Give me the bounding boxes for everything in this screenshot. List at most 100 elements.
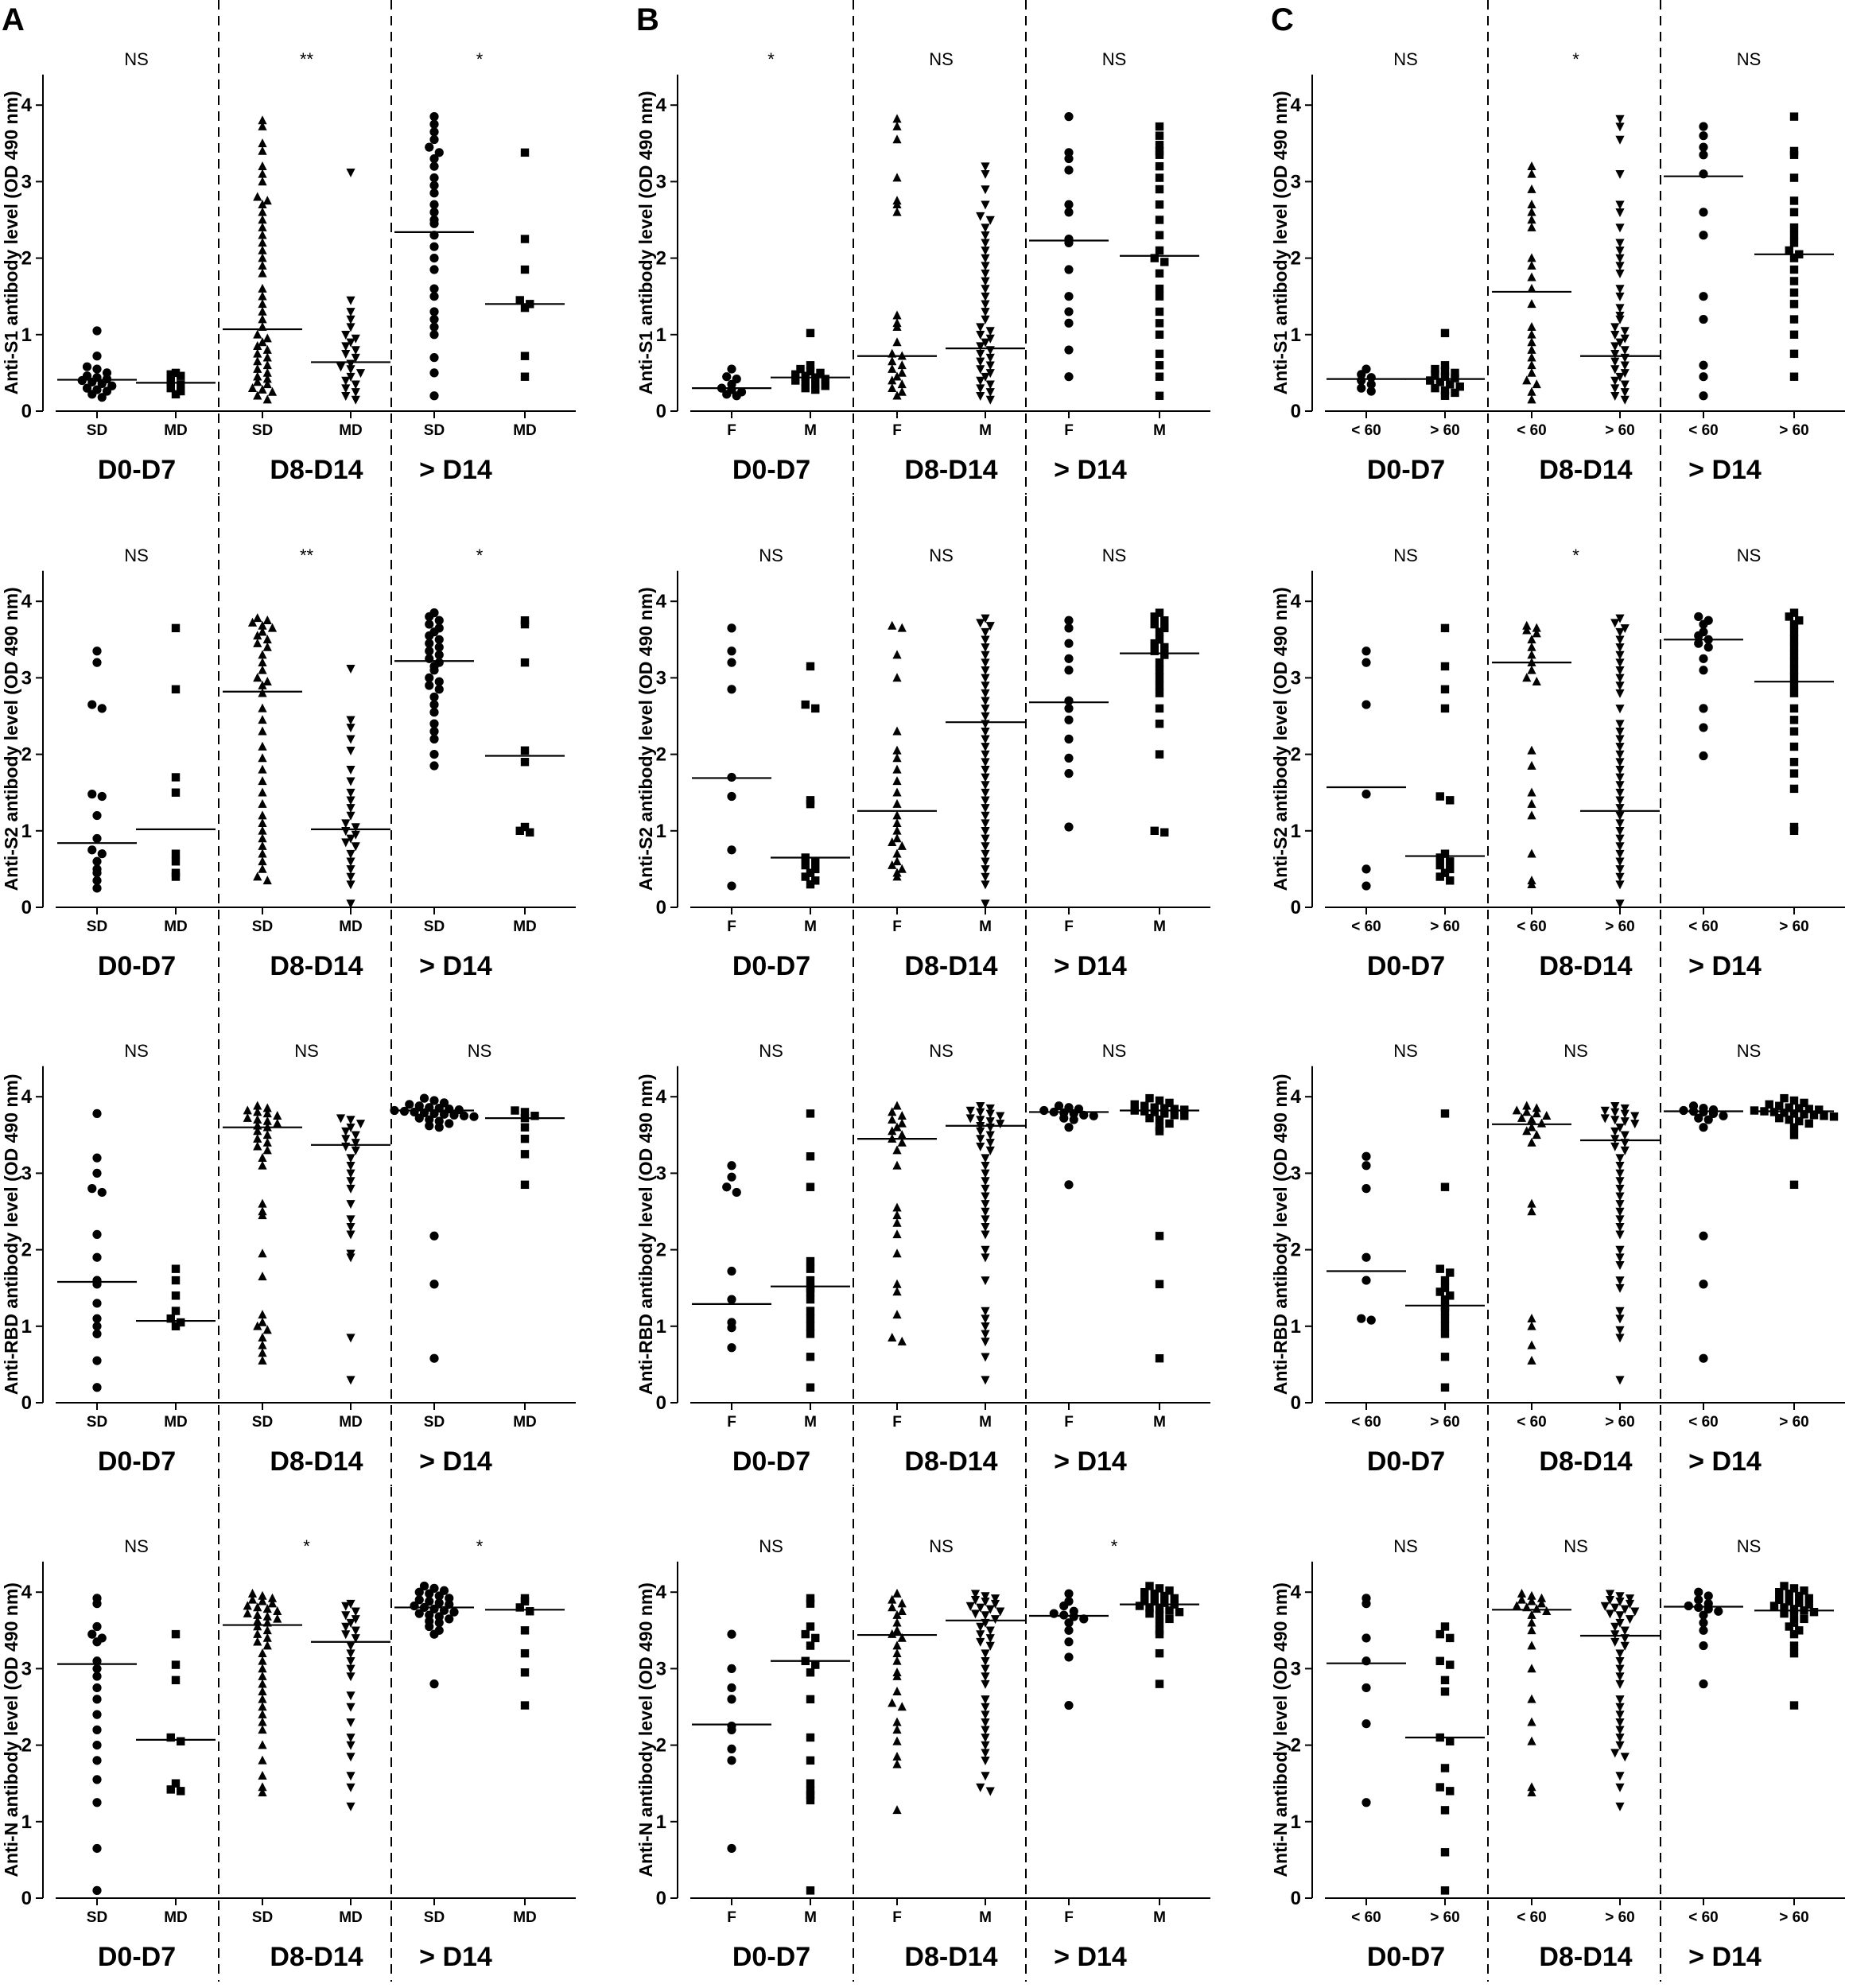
group-label: D8-D14	[904, 455, 997, 485]
data-point	[253, 1621, 262, 1631]
data-point	[262, 1611, 272, 1621]
data-point	[1527, 1617, 1536, 1627]
group-label: D8-D14	[1539, 1942, 1632, 1972]
data-point	[258, 1740, 267, 1749]
data-point	[1527, 352, 1536, 362]
data-point	[258, 864, 267, 873]
data-point	[1160, 828, 1169, 837]
data-point	[92, 385, 102, 394]
y-tick-label: 3	[1291, 171, 1301, 192]
y-tick-label: 2	[1291, 744, 1301, 766]
data-point	[1615, 1192, 1625, 1202]
data-point	[405, 1100, 414, 1109]
data-point	[897, 379, 907, 389]
data-point	[171, 868, 181, 877]
category-label: F	[1064, 918, 1074, 935]
data-point	[171, 857, 181, 866]
data-point	[892, 764, 902, 774]
data-point	[981, 1276, 990, 1286]
data-point	[727, 1629, 736, 1639]
data-point	[346, 665, 355, 674]
significance-label: NS	[1393, 1536, 1418, 1556]
data-point	[92, 1322, 102, 1331]
group-label: D0-D7	[98, 951, 176, 981]
data-point	[351, 380, 360, 390]
data-point	[981, 1314, 990, 1324]
data-point	[806, 1276, 815, 1285]
data-point	[892, 310, 902, 320]
data-point	[1362, 1633, 1371, 1643]
category-label: < 60	[1688, 422, 1719, 439]
category-label: SD	[87, 1909, 107, 1926]
data-point	[1615, 239, 1625, 248]
data-point	[341, 1135, 351, 1144]
data-point	[258, 848, 267, 858]
data-point	[351, 1626, 360, 1636]
data-point	[262, 642, 272, 651]
data-point	[985, 395, 995, 405]
data-point	[1699, 723, 1708, 732]
data-point	[892, 817, 902, 827]
data-point	[1366, 386, 1376, 396]
data-point	[1789, 784, 1799, 794]
data-point	[806, 361, 815, 370]
data-point	[1440, 391, 1450, 400]
data-point	[981, 1245, 990, 1255]
data-point	[258, 146, 267, 155]
data-point	[258, 1717, 267, 1726]
data-point	[253, 1101, 262, 1110]
y-tick-label: 3	[656, 171, 666, 192]
data-point	[429, 1279, 439, 1289]
data-point	[346, 308, 355, 317]
data-point	[1522, 1107, 1532, 1116]
significance-label: NS	[759, 1536, 783, 1556]
data-point	[981, 614, 990, 623]
data-point	[166, 1314, 175, 1323]
data-point	[1630, 1120, 1640, 1129]
category-label: M	[804, 422, 817, 439]
y-tick-label: 0	[656, 897, 666, 918]
data-point	[976, 1783, 985, 1792]
data-point	[1775, 1595, 1784, 1605]
data-point	[1615, 689, 1625, 698]
data-point	[1605, 1590, 1615, 1599]
data-point	[262, 394, 272, 404]
data-point	[727, 845, 736, 855]
data-point	[1145, 1113, 1154, 1123]
data-point	[976, 391, 985, 401]
data-point	[177, 386, 185, 396]
data-point	[1620, 1104, 1630, 1113]
data-point	[346, 834, 355, 844]
data-point	[1064, 704, 1074, 713]
data-point	[981, 1161, 990, 1171]
data-point	[1615, 1718, 1625, 1727]
data-point	[1362, 790, 1371, 799]
data-point	[336, 1114, 346, 1124]
data-point	[1620, 1641, 1630, 1651]
data-point	[897, 841, 907, 850]
data-point	[262, 374, 272, 383]
data-point	[981, 842, 990, 852]
data-point	[1615, 781, 1625, 790]
data-point	[1789, 173, 1799, 182]
category-label: F	[727, 422, 736, 439]
data-point	[258, 177, 267, 186]
data-point	[346, 365, 355, 375]
category-label: SD	[87, 422, 107, 439]
data-point	[425, 619, 434, 629]
data-point	[351, 1615, 360, 1625]
data-point	[177, 380, 185, 389]
data-point	[985, 327, 995, 336]
data-point	[1532, 677, 1541, 686]
data-point	[258, 817, 267, 827]
data-point	[1775, 1101, 1784, 1110]
data-point	[520, 616, 530, 625]
data-point	[520, 1123, 530, 1132]
data-point	[1699, 751, 1708, 761]
data-point	[262, 1625, 272, 1635]
data-point	[1160, 616, 1169, 625]
data-point	[171, 1264, 181, 1273]
category-label: MD	[164, 1414, 188, 1431]
data-point	[346, 865, 355, 875]
data-point	[888, 837, 897, 847]
